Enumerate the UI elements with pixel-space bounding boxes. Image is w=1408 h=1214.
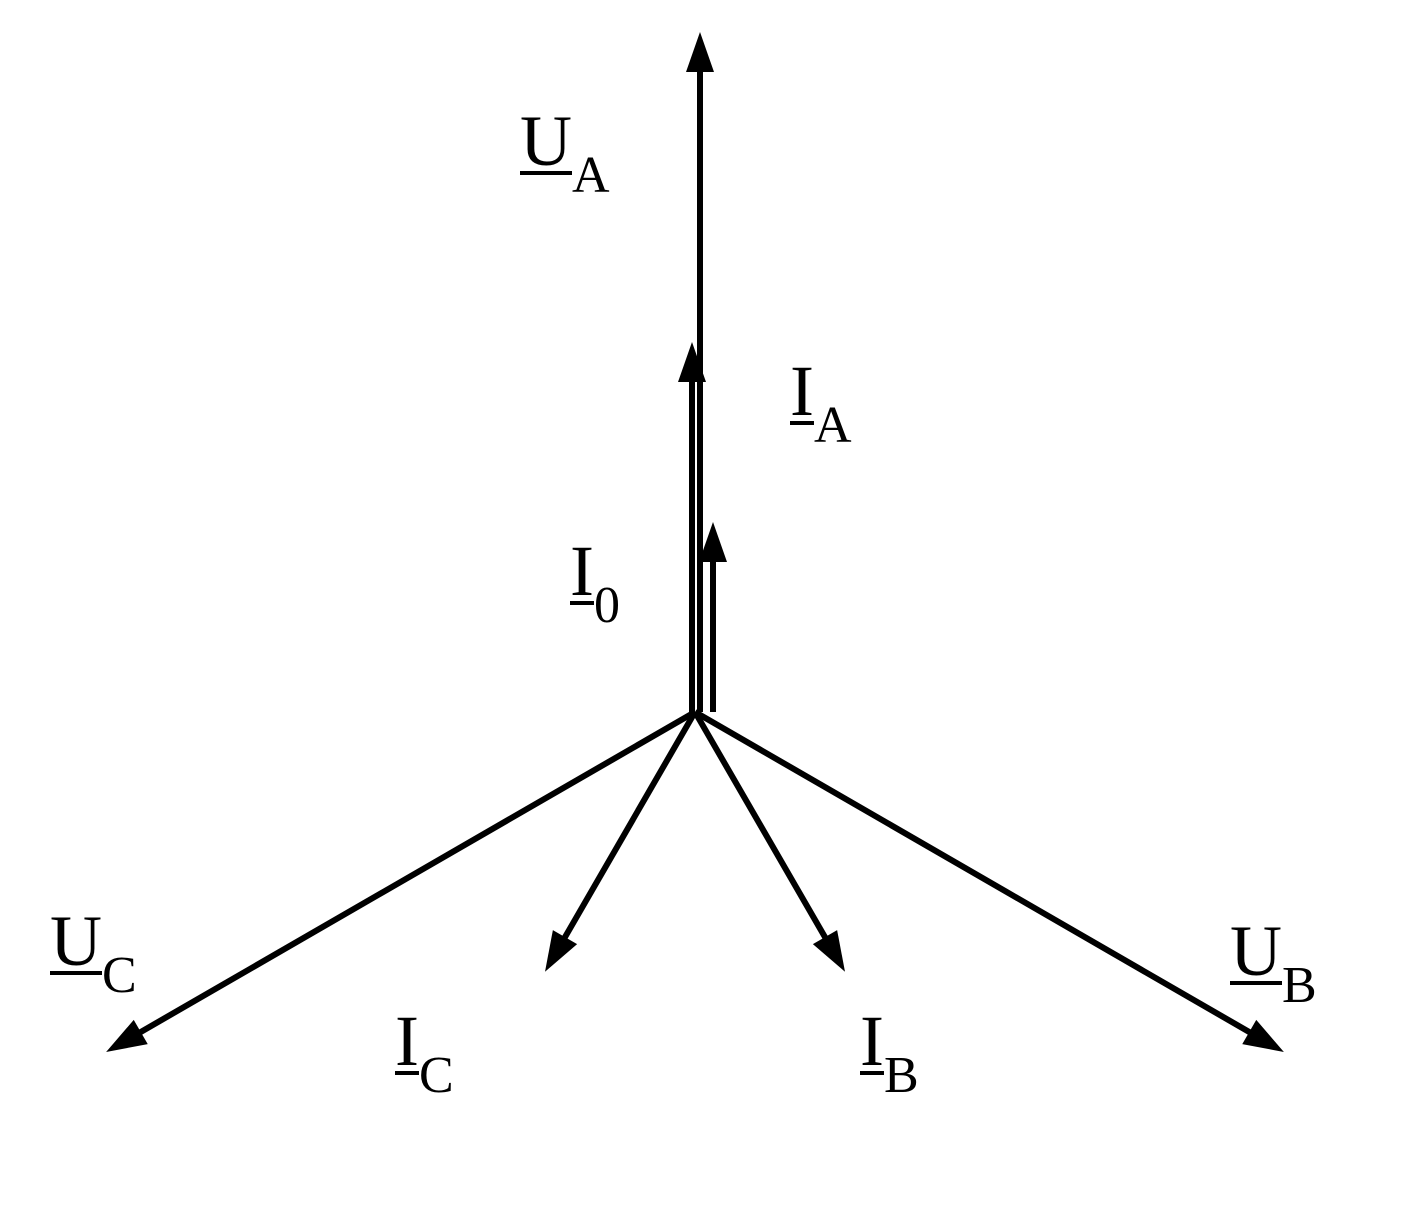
label-UA: UA	[520, 100, 610, 193]
label-IB-main: I	[860, 1001, 884, 1081]
label-I0-main: I	[570, 531, 594, 611]
label-I0-sub: 0	[594, 577, 620, 634]
vector-I0-arrowhead	[699, 522, 727, 562]
label-IB: IB	[860, 1000, 919, 1093]
label-IC-sub: C	[419, 1047, 454, 1104]
vector-IC-line	[557, 712, 695, 951]
vector-UB-arrowhead	[1242, 1020, 1284, 1052]
label-UC-sub: C	[102, 947, 137, 1004]
phasor-diagram	[0, 0, 1408, 1214]
label-UA-sub: A	[572, 147, 610, 204]
vector-UA-arrowhead	[686, 32, 714, 72]
label-UB-main: U	[1230, 911, 1282, 991]
label-IA-main: I	[790, 351, 814, 431]
vector-UC-arrowhead	[106, 1020, 148, 1052]
vector-IC-arrowhead	[545, 930, 577, 972]
label-IA: IA	[790, 350, 852, 443]
label-UB-sub: B	[1282, 957, 1317, 1014]
vector-IB-line	[695, 712, 833, 951]
vector-IB-arrowhead	[813, 930, 845, 972]
label-IB-sub: B	[884, 1047, 919, 1104]
label-UC-main: U	[50, 901, 102, 981]
label-UC: UC	[50, 900, 137, 993]
vector-UB-line	[695, 712, 1263, 1040]
vector-UC-line	[127, 712, 695, 1040]
label-UB: UB	[1230, 910, 1317, 1003]
label-I0: I0	[570, 530, 620, 623]
label-UA-main: U	[520, 101, 572, 181]
label-IC-main: I	[395, 1001, 419, 1081]
label-IA-sub: A	[814, 397, 852, 454]
label-IC: IC	[395, 1000, 454, 1093]
